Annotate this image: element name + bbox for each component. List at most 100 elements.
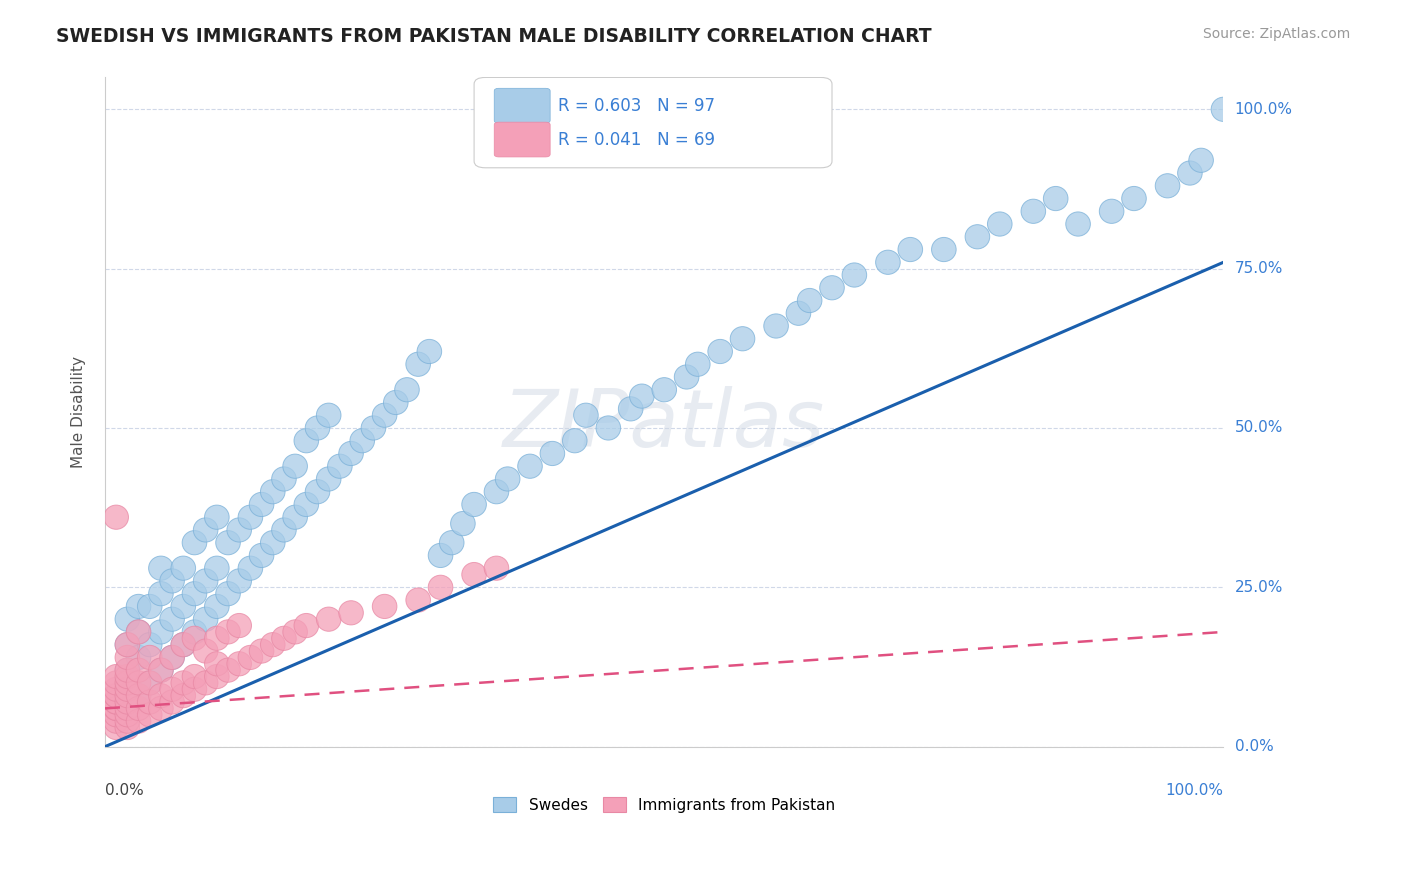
Ellipse shape [104, 703, 128, 727]
Ellipse shape [194, 639, 218, 663]
Ellipse shape [204, 594, 229, 618]
Ellipse shape [115, 658, 139, 682]
Ellipse shape [138, 690, 162, 714]
Ellipse shape [461, 563, 486, 587]
Ellipse shape [305, 480, 330, 504]
Ellipse shape [138, 645, 162, 670]
Ellipse shape [115, 677, 139, 701]
Ellipse shape [630, 384, 654, 409]
Ellipse shape [183, 620, 207, 644]
Ellipse shape [160, 690, 184, 714]
Ellipse shape [763, 314, 789, 338]
Ellipse shape [373, 403, 396, 427]
Ellipse shape [115, 671, 139, 695]
Ellipse shape [294, 429, 319, 453]
Ellipse shape [260, 531, 285, 555]
Ellipse shape [429, 543, 453, 567]
Ellipse shape [1178, 161, 1202, 186]
Text: ZIPatlas: ZIPatlas [503, 386, 825, 465]
Ellipse shape [384, 391, 408, 415]
Legend: Swedes, Immigrants from Pakistan: Swedes, Immigrants from Pakistan [494, 797, 835, 813]
Ellipse shape [249, 492, 274, 516]
Ellipse shape [484, 556, 509, 581]
Ellipse shape [138, 594, 162, 618]
Ellipse shape [1021, 199, 1046, 223]
Ellipse shape [271, 467, 297, 491]
Ellipse shape [898, 237, 922, 261]
Ellipse shape [149, 556, 173, 581]
Ellipse shape [987, 212, 1012, 236]
Ellipse shape [172, 671, 195, 695]
Ellipse shape [160, 607, 184, 632]
Ellipse shape [149, 582, 173, 606]
Ellipse shape [316, 467, 342, 491]
Ellipse shape [619, 397, 643, 421]
Ellipse shape [876, 250, 900, 275]
Text: 100.0%: 100.0% [1234, 102, 1292, 117]
Ellipse shape [204, 665, 229, 689]
Ellipse shape [406, 588, 430, 612]
Text: 0.0%: 0.0% [1234, 739, 1274, 754]
Ellipse shape [104, 715, 128, 739]
Ellipse shape [183, 626, 207, 650]
Text: 25.0%: 25.0% [1234, 580, 1282, 595]
Ellipse shape [517, 454, 543, 478]
Ellipse shape [797, 288, 823, 312]
Ellipse shape [115, 671, 139, 695]
Ellipse shape [1211, 97, 1236, 121]
Ellipse shape [172, 683, 195, 707]
Ellipse shape [238, 645, 263, 670]
Ellipse shape [160, 569, 184, 593]
Ellipse shape [127, 658, 150, 682]
Ellipse shape [339, 600, 363, 625]
Ellipse shape [183, 677, 207, 701]
Ellipse shape [104, 665, 128, 689]
Text: 50.0%: 50.0% [1234, 420, 1282, 435]
Ellipse shape [707, 339, 733, 364]
Ellipse shape [149, 697, 173, 721]
Ellipse shape [461, 492, 486, 516]
Text: SWEDISH VS IMMIGRANTS FROM PAKISTAN MALE DISABILITY CORRELATION CHART: SWEDISH VS IMMIGRANTS FROM PAKISTAN MALE… [56, 27, 932, 45]
Ellipse shape [283, 454, 308, 478]
Ellipse shape [450, 511, 475, 536]
Ellipse shape [104, 697, 128, 721]
Ellipse shape [115, 683, 139, 707]
Ellipse shape [1189, 148, 1213, 172]
Ellipse shape [104, 690, 128, 714]
Ellipse shape [204, 556, 229, 581]
Ellipse shape [160, 645, 184, 670]
Ellipse shape [104, 505, 128, 529]
Ellipse shape [294, 614, 319, 638]
Ellipse shape [249, 543, 274, 567]
Text: Source: ZipAtlas.com: Source: ZipAtlas.com [1202, 27, 1350, 41]
Ellipse shape [194, 518, 218, 542]
Ellipse shape [842, 263, 866, 287]
Ellipse shape [115, 632, 139, 657]
Ellipse shape [138, 703, 162, 727]
Ellipse shape [194, 607, 218, 632]
Y-axis label: Male Disability: Male Disability [72, 356, 86, 468]
Ellipse shape [226, 518, 252, 542]
Ellipse shape [127, 594, 150, 618]
Ellipse shape [596, 416, 620, 440]
Ellipse shape [373, 594, 396, 618]
Ellipse shape [160, 645, 184, 670]
Ellipse shape [204, 505, 229, 529]
Ellipse shape [395, 377, 419, 401]
Ellipse shape [965, 225, 990, 249]
Ellipse shape [194, 671, 218, 695]
Ellipse shape [328, 454, 352, 478]
Ellipse shape [115, 697, 139, 721]
Text: 100.0%: 100.0% [1166, 783, 1223, 798]
Ellipse shape [316, 403, 342, 427]
Ellipse shape [149, 683, 173, 707]
Ellipse shape [271, 626, 297, 650]
Ellipse shape [215, 531, 240, 555]
Ellipse shape [215, 582, 240, 606]
FancyBboxPatch shape [474, 78, 832, 168]
Ellipse shape [127, 620, 150, 644]
Ellipse shape [675, 365, 699, 389]
Ellipse shape [562, 429, 588, 453]
Ellipse shape [115, 709, 139, 733]
Ellipse shape [215, 620, 240, 644]
